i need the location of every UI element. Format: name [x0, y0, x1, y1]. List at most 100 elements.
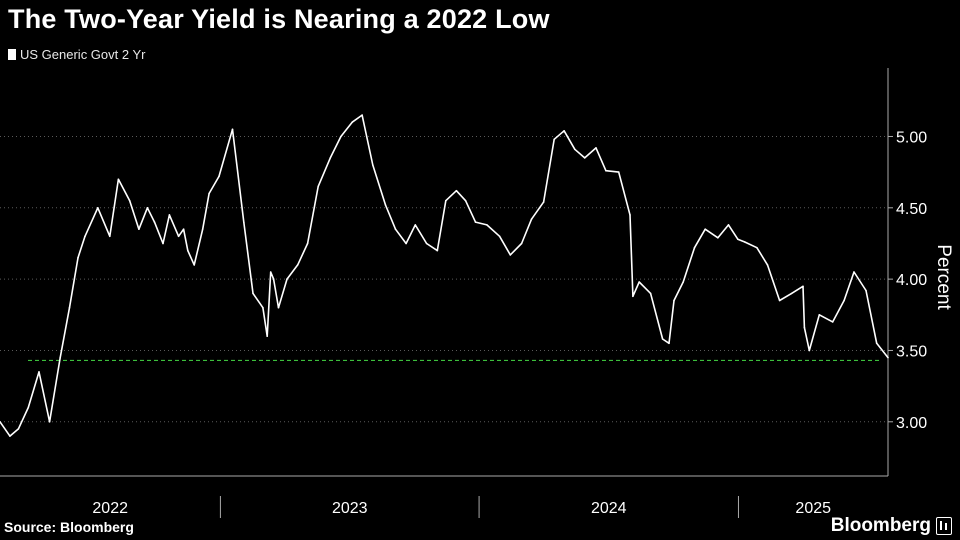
data-point: [128, 199, 131, 202]
data-point: [306, 242, 309, 245]
x-tick-label: 2022: [92, 500, 128, 517]
data-point: [414, 224, 417, 226]
data-point: [109, 235, 111, 238]
source-note: Source: Bloomberg: [4, 519, 134, 535]
data-point: [553, 138, 555, 141]
data-point: [162, 242, 164, 245]
data-point: [384, 204, 387, 206]
data-point: [727, 224, 730, 226]
chart-title: The Two-Year Yield is Nearing a 2022 Low: [8, 4, 550, 34]
data-point: [530, 218, 533, 220]
data-point: [48, 421, 51, 423]
gridlines: [0, 135, 888, 423]
data-point: [744, 241, 746, 243]
data-point: [542, 201, 545, 203]
data-point: [0, 421, 1, 423]
data-point: [269, 271, 272, 273]
series-group: [0, 114, 889, 437]
data-point: [831, 321, 834, 323]
data-point: [737, 238, 739, 240]
data-point: [802, 285, 804, 288]
data-point: [629, 214, 631, 216]
data-point: [177, 235, 180, 238]
data-point: [425, 242, 428, 245]
series-line: [0, 114, 889, 437]
data-point: [286, 278, 288, 280]
data-point: [59, 356, 61, 359]
x-tick-label: 2024: [591, 500, 627, 517]
data-point: [266, 335, 269, 338]
x-tick-label: 2025: [795, 500, 831, 517]
brand-logo: Bloomberg: [831, 515, 952, 537]
legend-label: US Generic Govt 2 Yr: [20, 47, 146, 62]
data-point: [756, 246, 758, 249]
data-point: [296, 264, 299, 266]
data-point: [231, 128, 234, 131]
data-point: [649, 292, 652, 295]
x-tick-label: 2023: [332, 500, 368, 517]
y-tick-label: 4.50: [896, 201, 927, 218]
data-point: [168, 214, 171, 216]
data-point: [704, 228, 706, 230]
data-point: [583, 157, 586, 159]
y-tick-label: 5.00: [896, 129, 927, 146]
data-point: [509, 254, 512, 256]
data-point: [68, 306, 71, 309]
data-point: [474, 221, 477, 223]
data-point: [661, 338, 664, 340]
legend-swatch: [8, 49, 16, 60]
data-point: [272, 278, 275, 280]
data-point: [617, 171, 620, 173]
data-point: [218, 175, 220, 178]
bloomberg-icon: [936, 517, 952, 535]
data-point: [853, 271, 855, 273]
data-point: [262, 306, 264, 309]
data-point: [138, 228, 140, 230]
data-point: [520, 242, 523, 245]
data-point: [193, 264, 195, 266]
data-point: [329, 157, 332, 159]
data-point: [405, 242, 407, 245]
data-point: [372, 164, 374, 166]
y-tick-label: 4.00: [896, 272, 927, 289]
data-point: [208, 192, 210, 195]
data-point: [673, 299, 675, 302]
data-point: [9, 435, 11, 437]
data-point: [778, 299, 781, 302]
data-point: [84, 235, 86, 238]
brand-text: Bloomberg: [830, 515, 931, 536]
data-point: [361, 114, 363, 116]
data-point: [97, 207, 99, 209]
data-point: [27, 406, 30, 409]
data-point: [887, 356, 889, 359]
data-point: [146, 207, 149, 209]
data-point: [317, 185, 320, 188]
data-point: [455, 189, 458, 192]
data-point: [187, 249, 189, 252]
data-point: [17, 428, 20, 430]
legend: US Generic Govt 2 Yr: [8, 47, 145, 62]
data-point: [340, 135, 342, 138]
data-point: [595, 147, 597, 149]
data-point: [668, 342, 670, 345]
data-point: [818, 314, 821, 316]
data-point: [803, 326, 806, 329]
data-point: [182, 228, 185, 230]
y-tick-label: 3.50: [896, 343, 927, 360]
data-point: [574, 148, 576, 151]
data-point: [394, 228, 397, 230]
data-point: [693, 246, 696, 249]
data-point: [201, 228, 204, 230]
y-axis-label: Percent: [933, 244, 954, 310]
data-point: [808, 349, 811, 352]
data-point: [843, 299, 845, 302]
data-point: [486, 224, 488, 226]
data-point: [563, 130, 565, 132]
data-point: [875, 342, 878, 345]
data-point: [498, 235, 501, 238]
data-point: [38, 371, 40, 373]
data-point: [766, 264, 769, 266]
data-point: [351, 121, 354, 123]
data-point: [682, 281, 684, 283]
